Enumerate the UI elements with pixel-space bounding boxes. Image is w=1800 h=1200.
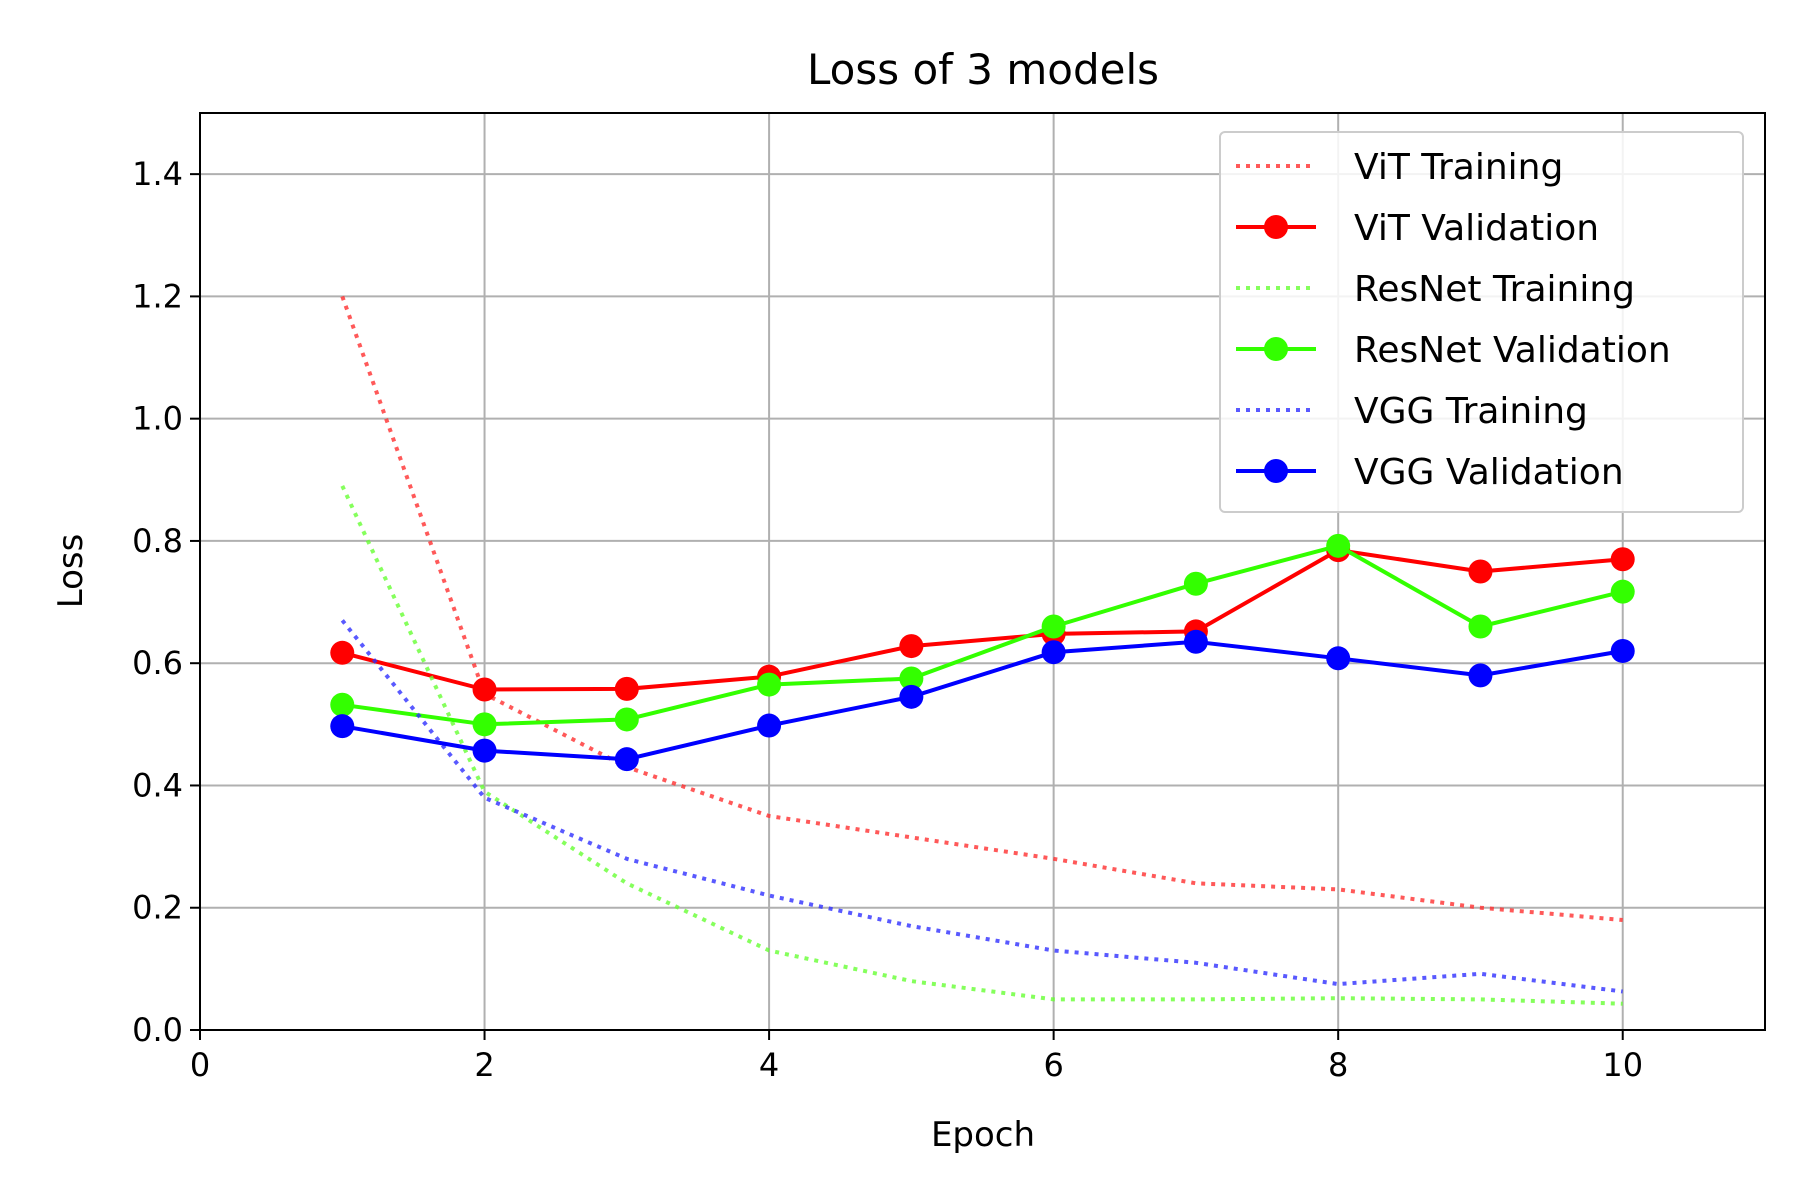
series-resnet-validation: [330, 533, 1635, 737]
x-tick-label: 0: [190, 1046, 210, 1084]
x-tick-label: 2: [474, 1046, 494, 1084]
y-tick-label: 1.4: [132, 155, 183, 193]
legend-label: ViT Validation: [1354, 208, 1599, 249]
x-tick-label: 8: [1328, 1046, 1348, 1084]
y-axis-label: Loss: [51, 534, 91, 609]
series-line-vit-validation: [341, 548, 1623, 692]
grid-lines: [199, 113, 1765, 1031]
data-point-resnet-validation: [899, 666, 924, 691]
legend-label: ViT Training: [1354, 147, 1563, 188]
series-line-vit-training: [340, 295, 1623, 922]
series-line-resnet-training: [340, 485, 1623, 1006]
data-point-vgg-validation: [1326, 646, 1351, 671]
data-point-vgg-validation: [330, 714, 355, 739]
data-point-vit-validation: [472, 677, 497, 702]
x-tick-label: 4: [759, 1046, 779, 1084]
y-tick-label: 0.4: [132, 766, 183, 804]
data-point-vit-validation: [1610, 547, 1635, 572]
data-point-vit-validation: [899, 634, 924, 659]
data-point-vgg-validation: [1041, 640, 1066, 665]
legend-marker-resnet-validation: [1264, 337, 1288, 361]
series-line-resnet-validation: [342, 543, 1624, 727]
y-tick-label: 0.2: [132, 889, 183, 927]
y-tick-label: 1.0: [132, 400, 183, 438]
series-vgg-validation: [330, 629, 1635, 772]
data-point-vgg-validation: [614, 747, 639, 772]
series-layer: [330, 295, 1635, 1006]
chart-title: Loss of 3 models: [807, 45, 1159, 94]
data-point-resnet-validation: [1041, 614, 1066, 639]
data-point-resnet-validation: [1610, 579, 1635, 604]
legend-marker-vit-validation: [1264, 215, 1288, 239]
data-point-vgg-validation: [1468, 663, 1493, 688]
series-vit-training: [340, 295, 1623, 922]
data-point-vgg-validation: [1183, 629, 1208, 654]
legend-label: VGG Training: [1354, 391, 1588, 432]
x-tick-label: 10: [1602, 1046, 1643, 1084]
data-point-resnet-validation: [330, 692, 355, 717]
data-point-vgg-validation: [472, 738, 497, 763]
data-point-vgg-validation: [899, 684, 924, 709]
data-point-resnet-validation: [1326, 533, 1351, 558]
data-point-resnet-validation: [1468, 614, 1493, 639]
series-line-vgg-validation: [341, 639, 1624, 762]
data-point-resnet-validation: [1183, 571, 1208, 596]
data-point-vit-validation: [614, 676, 639, 701]
data-point-resnet-validation: [472, 712, 497, 737]
legend-label: VGG Validation: [1354, 452, 1624, 493]
y-tick-label: 0.6: [132, 644, 183, 682]
series-resnet-training: [340, 485, 1623, 1006]
y-tick-label: 0.8: [132, 522, 183, 560]
legend-label: ResNet Validation: [1354, 330, 1671, 371]
axis-ticks: 0 2 4 6 8 10 0.0 0.2 0.4 0.6 0.8 1.0 1.2 1.4: [132, 155, 1643, 1084]
legend-label: ResNet Training: [1354, 269, 1635, 310]
data-point-vgg-validation: [1610, 638, 1635, 663]
data-point-vit-validation: [330, 640, 355, 665]
legend-marker-vgg-validation: [1264, 459, 1288, 483]
data-point-resnet-validation: [757, 672, 782, 697]
y-tick-label: 1.2: [132, 277, 183, 315]
legend: ViT Training ViT Validation ResNet Trainin…: [1219, 131, 1744, 513]
x-tick-label: 6: [1043, 1046, 1063, 1084]
data-point-vit-validation: [1468, 559, 1493, 584]
data-point-resnet-validation: [614, 707, 639, 732]
legend-box: [1219, 131, 1744, 513]
plot-frame: [199, 112, 1766, 1031]
x-axis-label: Epoch: [931, 1115, 1035, 1155]
y-tick-label: 0.0: [132, 1011, 183, 1049]
data-point-vgg-validation: [757, 713, 782, 738]
